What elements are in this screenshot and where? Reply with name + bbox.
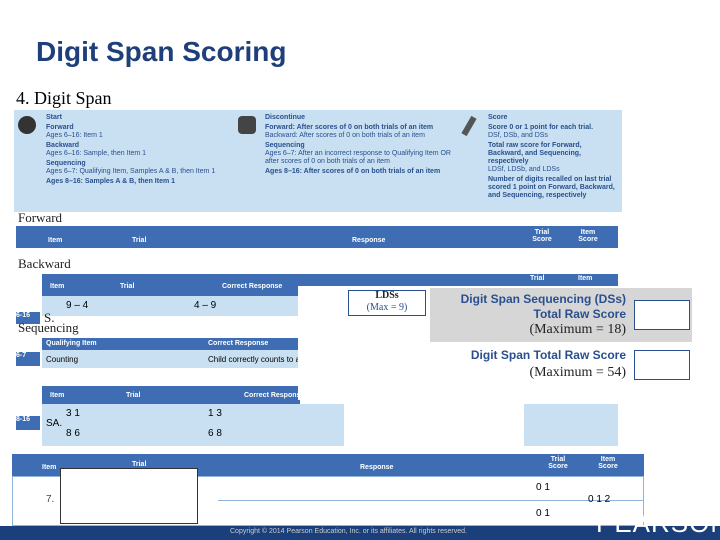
header-cell: Trial: [126, 392, 141, 399]
cell: 6 8: [208, 428, 222, 439]
header-cell: Response: [360, 464, 394, 471]
cell: 9 – 4: [66, 300, 89, 311]
instruction-text: Backward: After scores of 0 on both tria…: [265, 132, 425, 139]
instruction-text: Start: [46, 114, 62, 121]
ldss-max: (Max = 9): [366, 302, 408, 313]
header-cell: Response: [352, 237, 386, 244]
section-label: Backward: [18, 256, 71, 271]
cell: 3 1: [66, 408, 80, 419]
instruction-text: Ages 6–7: Qualifying Item, Samples A & B…: [46, 168, 216, 175]
total-max: (Maximum = 54): [529, 365, 626, 380]
total-box: [634, 350, 690, 380]
discontinue-icon: [238, 116, 256, 134]
header-cell: Trial: [530, 275, 545, 282]
cell: 7.: [46, 494, 55, 505]
ldss-box: [348, 290, 426, 316]
instruction-box: [14, 110, 622, 212]
score-column: Score Score 0 or 1 point for each trial. D…: [488, 114, 618, 200]
footer-bar: [0, 526, 720, 540]
header-cell: Item: [50, 392, 65, 399]
header-cell: Item Score: [576, 229, 600, 243]
cell: Child correctly counts to a: [208, 355, 301, 364]
dss-title: Digit Span Sequencing (DSs): [460, 292, 626, 306]
ldss-label: LDSs: [375, 290, 399, 301]
instruction-text: Ages 6–16: Sample, then Item 1: [46, 150, 147, 157]
instruction-text: Number of digits recalled on last trial …: [488, 176, 615, 199]
title: Digit Span Scoring: [36, 36, 287, 67]
instruction-text: Sequencing: [46, 160, 86, 167]
start-column: Start Forward Ages 6–16: Item 1 Backward Age…: [46, 114, 231, 186]
cell: 6-7: [16, 352, 40, 366]
blank-box: [60, 468, 198, 524]
header-cell: Correct Response: [222, 283, 283, 290]
section-label: Sequencing: [18, 320, 79, 335]
cell: 8 6: [66, 428, 80, 439]
table-row: [524, 404, 618, 446]
header-cell: Trial Score: [530, 229, 554, 243]
instruction-text: Sequencing: [265, 142, 305, 149]
instruction-text: DSf, DSb, and DSs: [488, 132, 548, 139]
cell: SA.: [46, 418, 63, 429]
cell: 1 3: [208, 408, 222, 419]
cell: S.: [44, 310, 55, 325]
instruction-text: Ages 6–7: After an incorrect response to…: [265, 150, 451, 165]
instruction-text: Backward: [46, 142, 80, 149]
instruction-text: Total raw score for Forward, Backward, a…: [488, 142, 582, 165]
subtitle: 4. Digit Span: [16, 88, 112, 108]
table-row: [42, 296, 302, 316]
header-cell: Correct Response: [244, 392, 305, 399]
table-header: [16, 226, 618, 248]
instruction-text: Score: [488, 114, 508, 121]
header-cell: Trial Score: [544, 456, 572, 470]
header-cell: Trial: [120, 283, 135, 290]
header-cell: Item: [578, 275, 593, 282]
table-header: [42, 386, 300, 404]
cell: 0 1: [536, 508, 550, 519]
instruction-text: Discontinue: [265, 114, 306, 121]
header-cell: Trial: [132, 461, 147, 468]
instruction-text: Forward: After scores of 0 on both trial…: [265, 124, 434, 131]
instruction-text: Forward: [46, 124, 74, 131]
copyright: Copyright © 2014 Pearson Education, Inc.…: [230, 528, 467, 535]
header-cell: Item Score: [594, 456, 622, 470]
header-cell: Trial: [132, 237, 147, 244]
dss-box: [634, 300, 690, 330]
instruction-text: Ages 8–16: After scores of 0 on both tri…: [265, 168, 441, 175]
dss-subtitle: Total Raw Score: [533, 307, 626, 321]
row-divider: [218, 500, 644, 501]
logo: PEARSON: [596, 508, 720, 538]
table-body: [12, 476, 644, 526]
cell: 6-16: [16, 312, 40, 324]
table-row: [42, 350, 300, 368]
instruction-text: Score 0 or 1 point for each trial.: [488, 124, 594, 131]
cell: 4 – 9: [194, 300, 217, 311]
cell: 8-16: [16, 416, 40, 430]
header-cell: Item: [42, 464, 57, 471]
table-row: [42, 404, 344, 446]
header-cell: Item: [48, 237, 63, 244]
dss-max: (Maximum = 18): [529, 322, 626, 337]
header-cell: Qualifying Item: [46, 340, 97, 347]
total-title: Digit Span Total Raw Score: [470, 348, 626, 362]
cell: Counting: [46, 355, 79, 364]
cell: 0 1: [536, 482, 550, 493]
section-label: Forward: [18, 210, 63, 225]
discontinue-column: Discontinue Forward: After scores of 0 on…: [265, 114, 460, 176]
header-cell: Correct Response: [208, 340, 269, 347]
instruction-text: Ages 8–16: Samples A & B, then Item 1: [46, 178, 176, 185]
cell: 0 1 2: [588, 494, 611, 505]
instruction-text: Ages 6–16: Item 1: [46, 132, 103, 139]
header-cell: Item: [50, 283, 65, 290]
start-icon: [18, 116, 36, 134]
instruction-text: LDSf, LDSb, and LDSs: [488, 166, 560, 173]
